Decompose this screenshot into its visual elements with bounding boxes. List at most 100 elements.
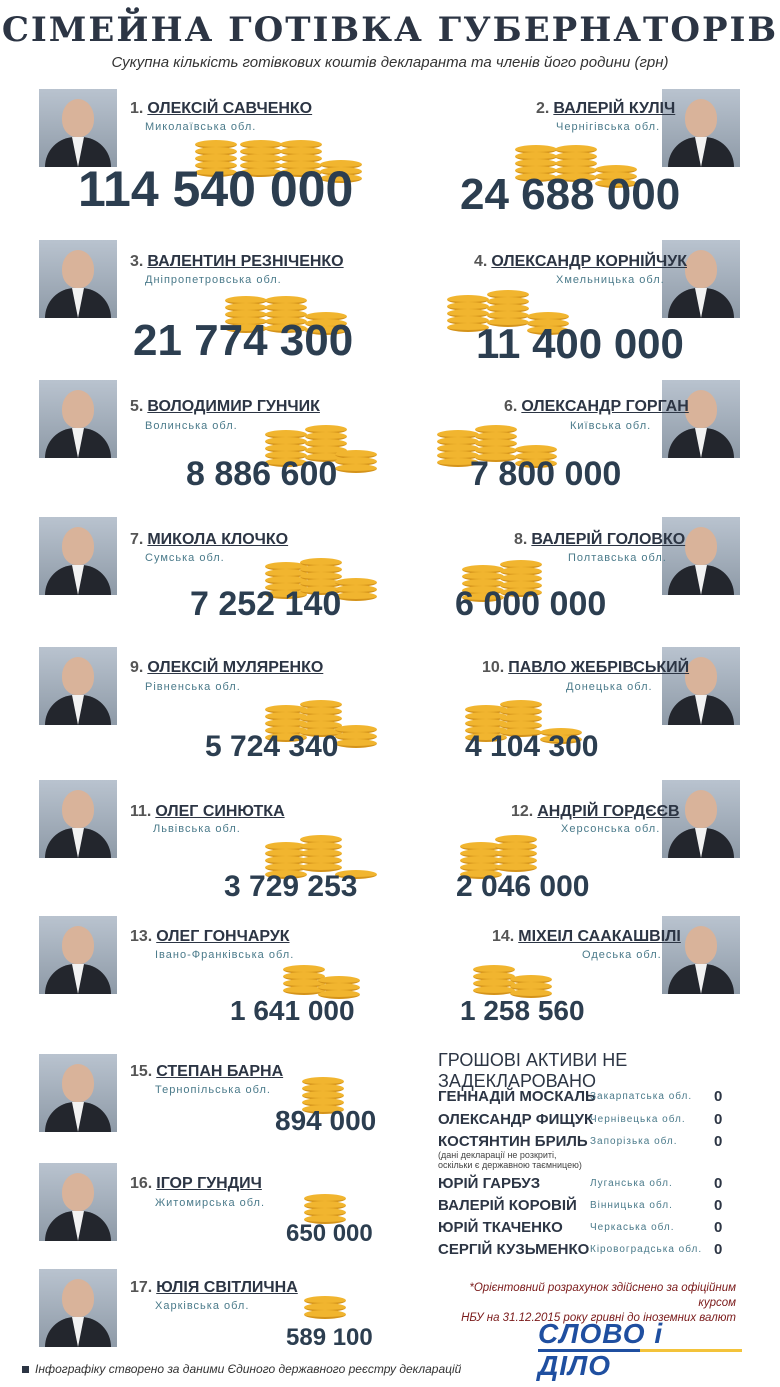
governor-name-link[interactable]: МИКОЛА КЛОЧКО (147, 531, 289, 548)
undeclared-region: Закарпатська обл. (590, 1091, 693, 1102)
governor-name-link[interactable]: ІГОР ГУНДИЧ (156, 1175, 262, 1192)
cash-amount: 24 688 000 (460, 170, 681, 219)
governor-rank: 5. (130, 398, 144, 415)
governor-name-link[interactable]: АНДРІЙ ГОРДЄЄВ (537, 803, 680, 820)
coin-icon (305, 326, 347, 335)
coin-icon (487, 318, 529, 327)
governor-region: Донецька обл. (566, 681, 653, 693)
governor-photo (662, 780, 740, 858)
governor-photo (39, 916, 117, 994)
governor-region: Сумська обл. (145, 552, 225, 564)
cash-amount: 650 000 (286, 1220, 373, 1247)
governor-name-link[interactable]: ОЛЕКСАНДР КОРНІЙЧУК (491, 253, 687, 270)
coin-icon (318, 990, 360, 999)
governor-name-line: 8. ВАЛЕРІЙ ГОЛОВКО (514, 531, 685, 549)
governor-rank: 11. (130, 803, 152, 820)
coin-icon (265, 733, 307, 742)
coin-icon (300, 586, 342, 595)
page-subtitle: Сукупна кількість готівкових коштів декл… (111, 54, 669, 71)
cash-amount: 1 641 000 (230, 995, 355, 1026)
governor-photo (39, 647, 117, 725)
logo-text: СЛОВО і ДІЛО (538, 1318, 664, 1381)
governor-rank: 9. (130, 659, 144, 676)
governor-rank: 13. (130, 928, 153, 945)
governor-name-link[interactable]: ОЛЕГ СИНЮТКА (155, 803, 285, 820)
credit-line: Інфографіку створено за даними Єдиного д… (22, 1362, 461, 1376)
governor-rank: 8. (514, 531, 528, 548)
cash-amount: 5 724 340 (205, 730, 339, 763)
governor-rank: 2. (536, 100, 550, 117)
governor-rank: 7. (130, 531, 144, 548)
governor-name-link[interactable]: ЮЛІЯ СВІТЛИЧНА (156, 1279, 298, 1296)
coin-icon (495, 863, 537, 872)
photo-head (62, 657, 94, 695)
coin-icon (462, 593, 504, 602)
governor-name-line: 15. СТЕПАН БАРНА (130, 1063, 283, 1081)
governor-name-line: 2. ВАЛЕРІЙ КУЛІЧ (536, 100, 675, 118)
governor-name-link[interactable]: ВАЛЕРІЙ ГОЛОВКО (531, 531, 686, 548)
coin-icon (195, 168, 237, 177)
coin-icon (335, 592, 377, 601)
coin-icon (265, 870, 307, 879)
governor-rank: 12. (511, 803, 534, 820)
coin-icon (280, 168, 322, 177)
undeclared-value: 0 (714, 1133, 723, 1150)
governor-name-link[interactable]: ОЛЕКСАНДР ГОРГАН (521, 398, 689, 415)
cash-amount: 4 104 300 (465, 730, 599, 763)
undeclared-region: Запорізька обл. (590, 1136, 678, 1147)
governor-region: Чернігівська обл. (556, 121, 661, 133)
governor-region: Львівська обл. (153, 823, 241, 835)
governor-name-link[interactable]: ВАЛЕРІЙ КУЛІЧ (553, 100, 676, 117)
undeclared-region: Луганська обл. (590, 1178, 673, 1189)
governor-name-line: 3. ВАЛЕНТИН РЕЗНІЧЕНКО (130, 253, 344, 271)
coin-icon (460, 870, 502, 879)
governor-name-line: 11. ОЛЕГ СИНЮТКА (130, 803, 285, 821)
governor-rank: 17. (130, 1279, 153, 1296)
governor-name-link[interactable]: МІХЕІЛ СААКАШВІЛІ (518, 928, 681, 945)
governor-name-link[interactable]: ПАВЛО ЖЕБРІВСЬКИЙ (508, 659, 690, 676)
undeclared-value: 0 (714, 1175, 723, 1192)
governor-photo (39, 89, 117, 167)
slovo-i-dilo-logo[interactable]: СЛОВО і ДІЛО (538, 1318, 742, 1381)
logo-underline (538, 1349, 742, 1352)
undeclared-row: ЮРІЙ ТКАЧЕНКО Черкаська обл. 0 (438, 1219, 738, 1241)
governor-name-line: 13. ОЛЕГ ГОНЧАРУК (130, 928, 290, 946)
cash-amount: 1 258 560 (460, 995, 585, 1026)
bullet-square-icon (22, 1366, 29, 1374)
governor-region: Київська обл. (570, 420, 652, 432)
coin-icon (510, 989, 552, 998)
photo-head (685, 527, 717, 565)
governor-region: Херсонська обл. (561, 823, 661, 835)
governor-name-line: 4. ОЛЕКСАНДР КОРНІЙЧУК (474, 253, 687, 271)
cash-amount: 21 774 300 (133, 316, 354, 365)
governor-name-link[interactable]: ОЛЕКСІЙ САВЧЕНКО (147, 100, 313, 117)
governor-region: Миколаївська обл. (145, 121, 257, 133)
undeclared-heading: ГРОШОВІ АКТИВИ НЕ ЗАДЕКЛАРОВАНО (438, 1050, 628, 1091)
cash-amount: 11 400 000 (476, 320, 684, 367)
coin-icon (555, 173, 597, 182)
undeclared-row: ЮРІЙ ГАРБУЗ Луганська обл. 0 (438, 1175, 738, 1197)
coin-icon (515, 173, 557, 182)
governor-name-line: 7. МИКОЛА КЛОЧКО (130, 531, 288, 549)
undeclared-value: 0 (714, 1088, 723, 1105)
coin-icon (475, 453, 517, 462)
governor-name-link[interactable]: ВАЛЕНТИН РЕЗНІЧЕНКО (147, 253, 344, 270)
photo-head (62, 926, 94, 964)
coin-icon (304, 1310, 346, 1319)
governor-name-link[interactable]: ОЛЕКСІЙ МУЛЯРЕНКО (147, 659, 324, 676)
governor-name-line: 6. ОЛЕКСАНДР ГОРГАН (504, 398, 689, 416)
governor-photo (662, 647, 740, 725)
undeclared-value: 0 (714, 1111, 723, 1128)
governor-name-link[interactable]: ВОЛОДИМИР ГУНЧИК (147, 398, 320, 415)
governor-name-link[interactable]: СТЕПАН БАРНА (156, 1063, 284, 1080)
cash-amount: 6 000 000 (455, 585, 607, 623)
governor-name-line: 16. ІГОР ГУНДИЧ (130, 1175, 262, 1193)
coin-icon (465, 733, 507, 742)
governor-name-line: 17. ЮЛІЯ СВІТЛИЧНА (130, 1279, 298, 1297)
photo-head (62, 99, 94, 137)
cash-amount: 7 800 000 (470, 455, 622, 493)
undeclared-region: Кіровоградська обл. (590, 1244, 703, 1255)
coin-icon (300, 863, 342, 872)
governor-name-link[interactable]: ОЛЕГ ГОНЧАРУК (156, 928, 290, 945)
governor-region: Хмельницька обл. (556, 274, 665, 286)
